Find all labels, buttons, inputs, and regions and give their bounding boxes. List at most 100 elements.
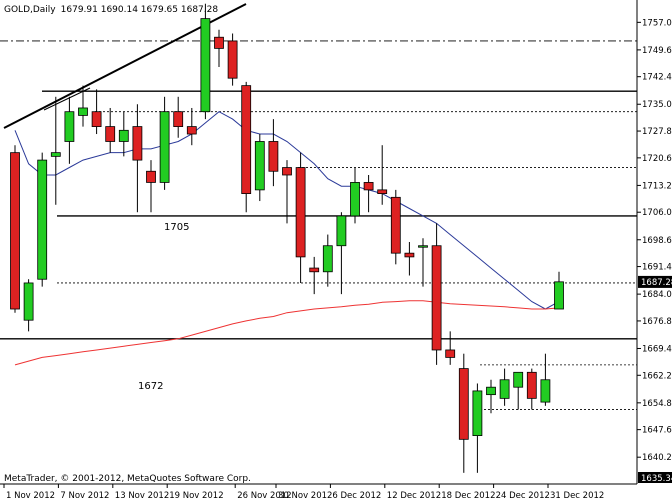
candle[interactable] [282,160,292,224]
price-tick-label: 1720.60 [642,154,672,164]
time-tick-label: 6 Dec 2012 [332,491,381,501]
candle-body [186,126,197,135]
candle[interactable] [431,223,442,365]
candle-body [91,111,102,127]
candle[interactable] [377,145,388,205]
candle[interactable] [159,96,170,190]
candle[interactable] [227,33,238,86]
time-tick-label: 19 Nov 2012 [169,491,223,501]
time-tick-label: 12 Dec 2012 [387,491,441,501]
candle[interactable] [526,368,537,410]
price-tick-label: 1662.20 [642,371,672,381]
candle[interactable] [513,371,524,410]
candle[interactable] [214,29,224,68]
candle[interactable] [91,89,102,135]
price-tick-label: 1757.00 [642,18,672,28]
candle-body [472,390,483,436]
candle[interactable] [37,152,48,287]
candle-body [418,245,428,248]
candle[interactable] [186,107,197,146]
candle-body [118,129,129,142]
time-tick-label: 13 Nov 2012 [115,491,169,501]
price-tick-label: 1669.40 [642,344,672,354]
candle[interactable] [486,379,496,414]
candle[interactable] [404,242,415,276]
candle[interactable] [64,96,75,164]
candle[interactable] [10,145,20,313]
candle-body [37,159,48,280]
candle-body [10,152,20,310]
candle[interactable] [23,279,34,332]
candle-body [363,182,374,191]
candle[interactable] [132,104,143,213]
candle[interactable] [254,134,265,202]
time-tick-label: 31 Dec 2012 [550,491,604,501]
candle[interactable] [363,174,374,213]
candle-body [458,368,469,440]
price-tick-label: 1706.00 [642,208,672,218]
price-tick-label: 1647.60 [642,426,672,436]
candle[interactable] [445,331,456,365]
candle-body [50,152,61,157]
price-tick-label: 1640.20 [642,453,672,463]
candle[interactable] [50,96,61,205]
time-tick-label: 18 Dec 2012 [441,491,495,501]
price-tick-label: 1735.00 [642,100,672,110]
time-tick-label: 24 Dec 2012 [496,491,550,501]
candle[interactable] [322,234,333,287]
support-label: 1705 [164,222,189,233]
candle[interactable] [540,353,551,406]
candle[interactable] [200,3,211,120]
candle[interactable] [499,368,510,406]
candle[interactable] [105,107,116,153]
candle-body [200,18,211,113]
candle-body [241,85,252,194]
candle-body [499,379,510,399]
candle-body [23,282,34,321]
time-tick-label: 30 Nov 2012 [278,491,332,501]
candle-body [159,111,170,183]
price-tick-label: 1713.20 [642,181,672,191]
candle[interactable] [418,238,428,287]
current-price-marker [638,472,672,483]
last-price-marker [638,275,672,288]
candle[interactable] [173,96,184,138]
candle[interactable] [78,85,88,127]
current-price-label: 1635.34 [641,474,672,484]
candle-body [445,349,456,358]
candle[interactable] [146,160,156,213]
candle-body [390,196,401,254]
candle[interactable] [336,212,347,295]
candle[interactable] [241,81,252,213]
price-tick-label: 1749.60 [642,46,672,56]
chart-header: GOLD,Daily 1679.91 1690.14 1679.65 1687.2… [4,5,218,15]
candle-body [214,36,224,49]
candle[interactable] [554,271,564,310]
price-tick-label: 1676.80 [642,317,672,327]
candle[interactable] [309,256,320,295]
candle-body [268,141,279,172]
candle-body [146,170,156,183]
moving-average-long [14,300,560,366]
candle[interactable] [350,167,360,224]
candle-body [336,215,347,247]
candle-body [350,182,360,217]
candle[interactable] [295,152,306,283]
price-tick-label: 1742.40 [642,73,672,83]
candle[interactable] [118,111,129,157]
candle-body [64,111,75,142]
candle-body [254,141,265,191]
candle-body [486,386,496,396]
candle[interactable] [458,353,469,473]
candle[interactable] [472,383,483,473]
candle[interactable] [390,189,401,265]
candle-body [377,189,388,194]
candle-body [322,245,333,273]
candle[interactable] [268,119,279,187]
moving-average-short [14,111,560,310]
price-tick-label: 1691.40 [642,263,672,273]
candle-body [282,167,292,176]
last-price-label: 1687.28 [641,278,672,288]
